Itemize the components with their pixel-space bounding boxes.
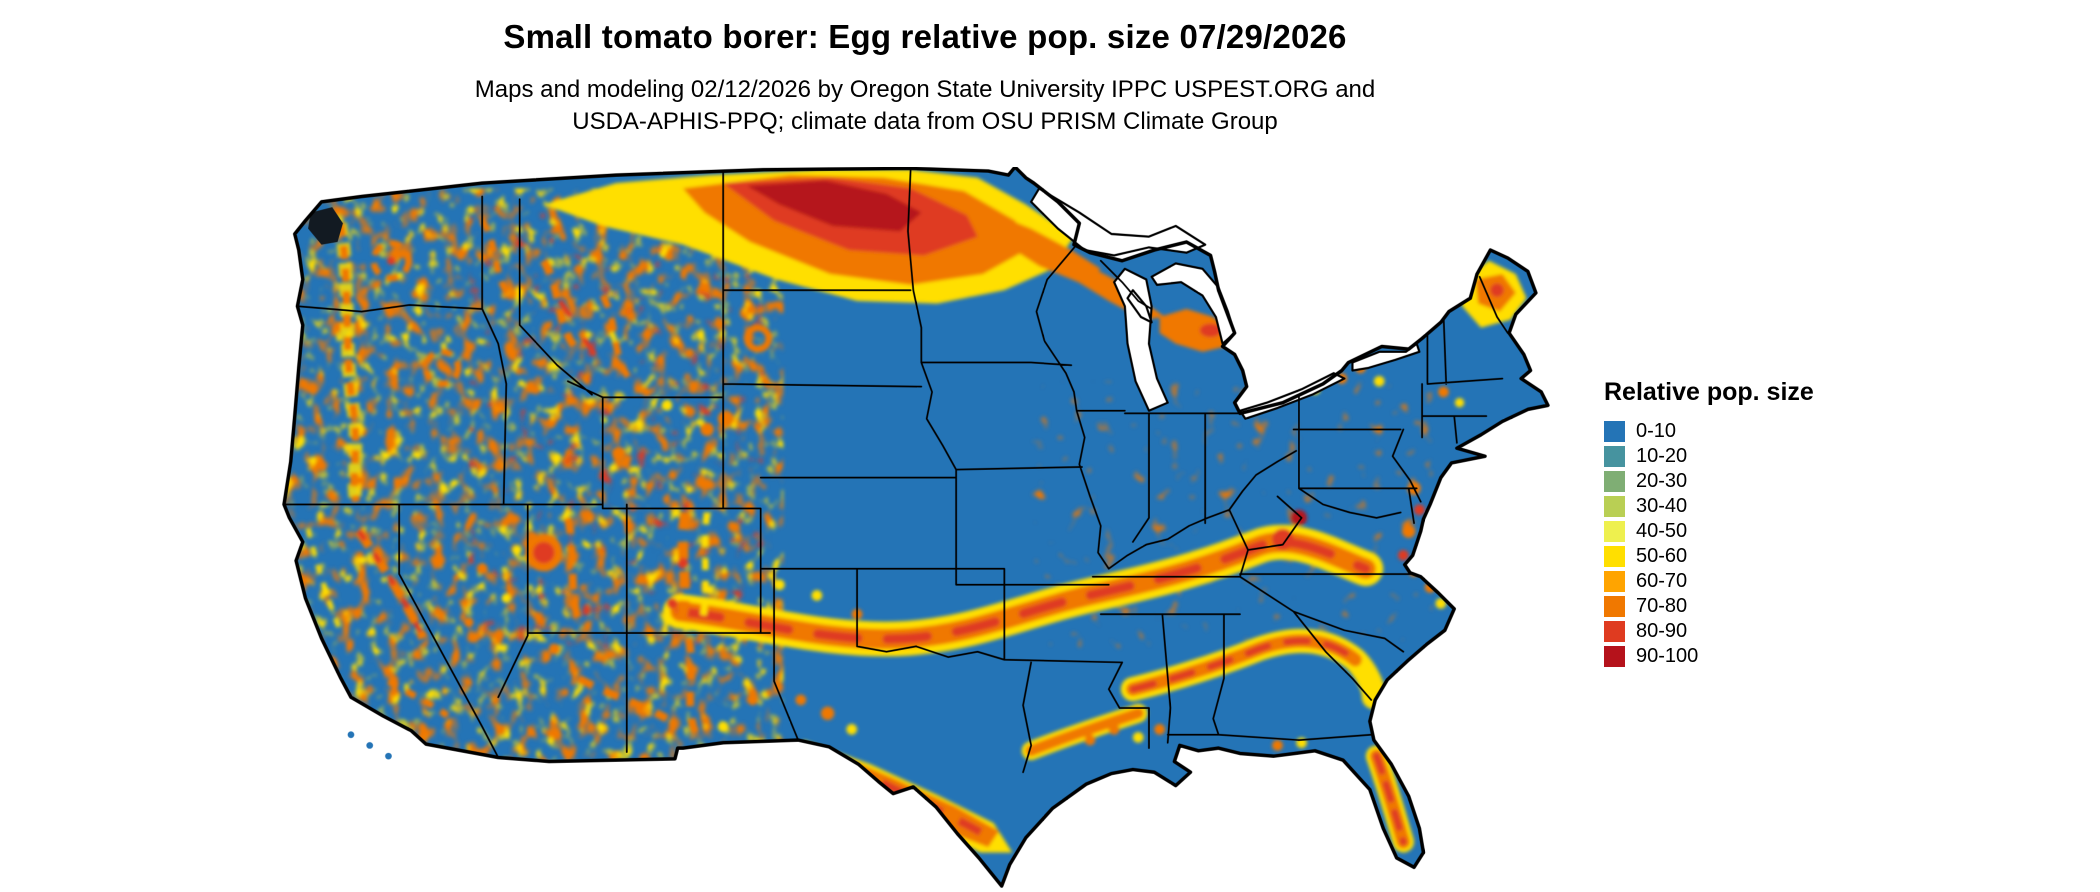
legend-item: 0-10 bbox=[1604, 419, 1814, 444]
legend-swatch bbox=[1604, 521, 1625, 542]
legend-item: 50-60 bbox=[1604, 544, 1814, 569]
legend-item: 90-100 bbox=[1604, 644, 1814, 669]
legend-label: 90-100 bbox=[1636, 645, 1699, 667]
lake-michigan bbox=[1113, 267, 1169, 412]
legend-swatch bbox=[1604, 571, 1625, 592]
legend-item: 70-80 bbox=[1604, 594, 1814, 619]
subtitle-line-1: Maps and modeling 02/12/2026 by Oregon S… bbox=[474, 76, 1376, 103]
legend-swatch bbox=[1604, 546, 1625, 567]
channel-islands bbox=[347, 731, 392, 760]
legend-item: 80-90 bbox=[1604, 619, 1814, 644]
legend-label: 10-20 bbox=[1636, 445, 1688, 467]
map-svg bbox=[282, 167, 1550, 888]
legend-item: 40-50 bbox=[1604, 519, 1814, 544]
legend-label: 50-60 bbox=[1636, 545, 1688, 567]
legend-swatch bbox=[1604, 646, 1625, 667]
legend-label: 30-40 bbox=[1636, 495, 1688, 517]
subtitle-line-2: USDA-APHIS-PPQ; climate data from OSU PR… bbox=[572, 108, 1278, 135]
legend-item: 10-20 bbox=[1604, 444, 1814, 469]
legend-item: 30-40 bbox=[1604, 494, 1814, 519]
legend-label: 20-30 bbox=[1636, 470, 1688, 492]
legend-swatch bbox=[1604, 496, 1625, 517]
legend-swatch bbox=[1604, 596, 1625, 617]
legend-label: 0-10 bbox=[1636, 420, 1677, 442]
legend-swatch bbox=[1604, 471, 1625, 492]
state-borders bbox=[284, 168, 1509, 774]
puget-sound-area bbox=[308, 207, 343, 245]
legend-swatch bbox=[1604, 421, 1625, 442]
heat-overlay bbox=[284, 169, 1527, 853]
legend: Relative pop. size 0-10 10-20 20-30 30-4… bbox=[1604, 378, 1814, 669]
header: Small tomato borer: Egg relative pop. si… bbox=[0, 18, 1850, 138]
us-choropleth-map bbox=[281, 167, 1567, 890]
page-title: Small tomato borer: Egg relative pop. si… bbox=[503, 18, 1347, 55]
legend-label: 40-50 bbox=[1636, 520, 1688, 542]
legend-item: 20-30 bbox=[1604, 469, 1814, 494]
legend-swatch bbox=[1604, 446, 1625, 467]
legend-label: 60-70 bbox=[1636, 570, 1688, 592]
subtitle: Maps and modeling 02/12/2026 by Oregon S… bbox=[0, 74, 1850, 138]
legend-item: 60-70 bbox=[1604, 569, 1814, 594]
lake-ontario bbox=[1351, 342, 1421, 372]
legend-label: 80-90 bbox=[1636, 620, 1688, 642]
legend-title: Relative pop. size bbox=[1604, 378, 1814, 406]
legend-label: 70-80 bbox=[1636, 595, 1688, 617]
legend-swatch bbox=[1604, 621, 1625, 642]
